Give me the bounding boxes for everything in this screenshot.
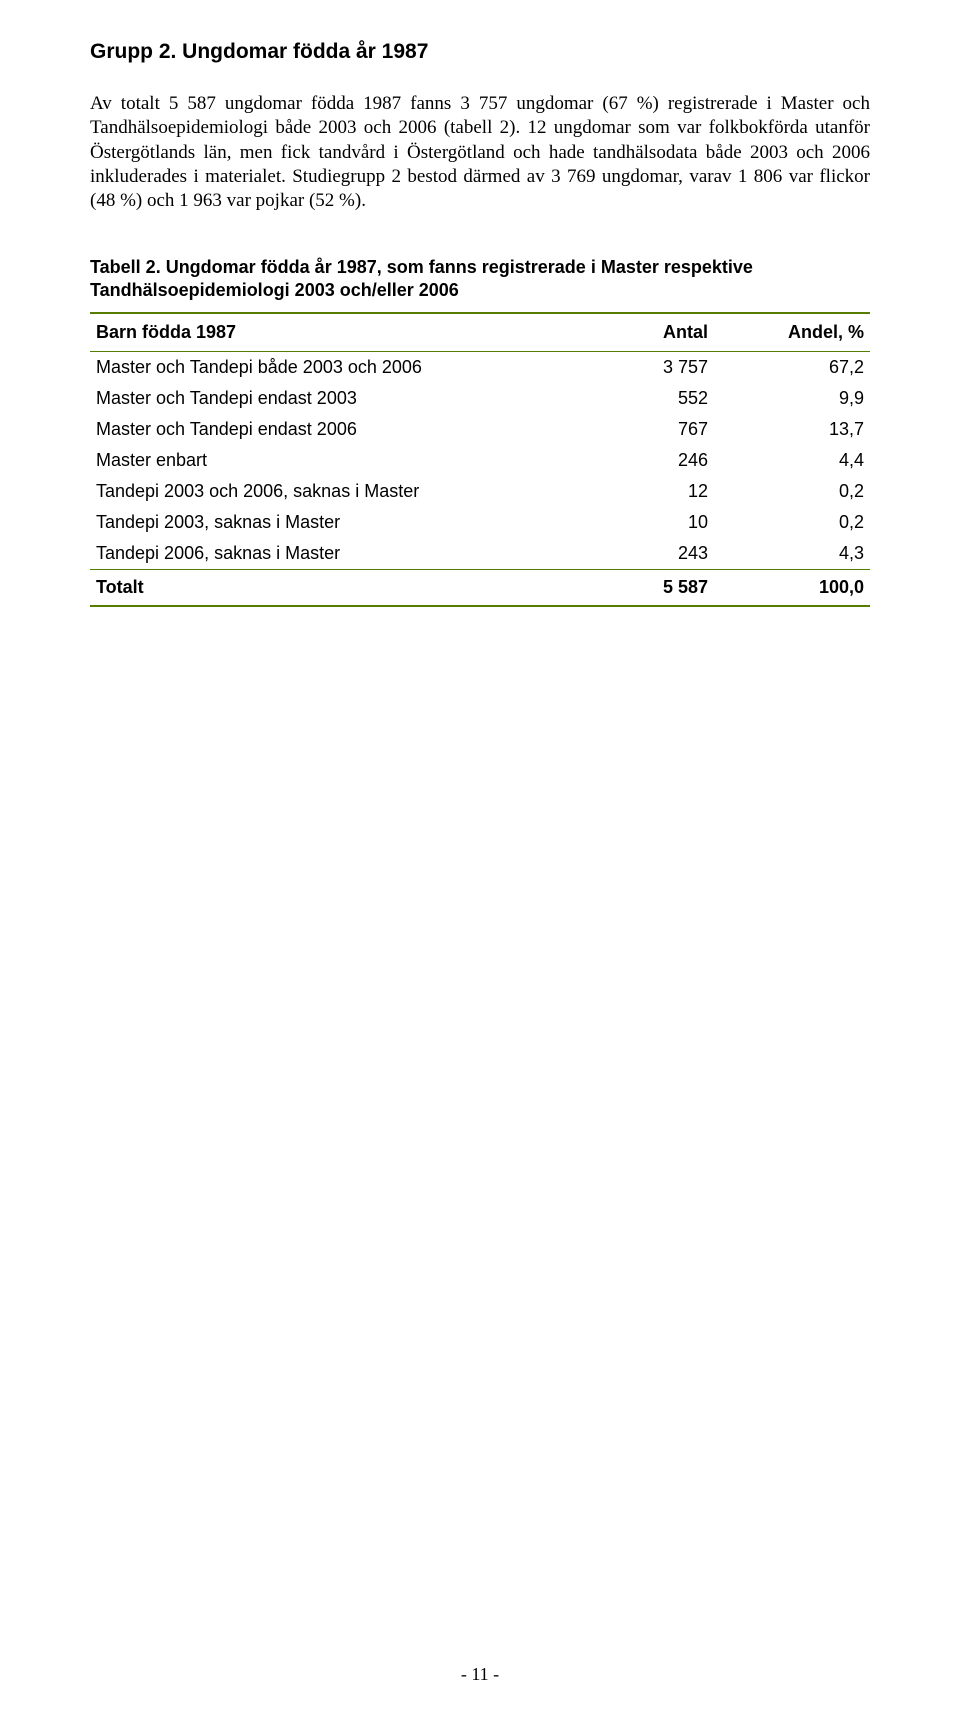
- table-cell-label: Master enbart: [90, 445, 574, 476]
- table-cell-andel: 0,2: [714, 476, 870, 507]
- page-number: - 11 -: [0, 1664, 960, 1685]
- table-row: Tandepi 2006, saknas i Master 243 4,3: [90, 538, 870, 570]
- table-col-andel: Andel, %: [714, 313, 870, 352]
- table-col-antal: Antal: [574, 313, 714, 352]
- table-cell-antal: 243: [574, 538, 714, 570]
- table-caption: Tabell 2. Ungdomar födda år 1987, som fa…: [90, 256, 870, 303]
- table-cell-antal: 12: [574, 476, 714, 507]
- table-cell-label: Master och Tandepi både 2003 och 2006: [90, 352, 574, 384]
- table-cell-antal: 767: [574, 414, 714, 445]
- table-cell-antal: 3 757: [574, 352, 714, 384]
- table-row: Master och Tandepi endast 2006 767 13,7: [90, 414, 870, 445]
- table-cell-label: Tandepi 2003, saknas i Master: [90, 507, 574, 538]
- table-total-andel: 100,0: [714, 570, 870, 607]
- table-cell-label: Tandepi 2003 och 2006, saknas i Master: [90, 476, 574, 507]
- table-cell-andel: 4,3: [714, 538, 870, 570]
- data-table: Barn födda 1987 Antal Andel, % Master oc…: [90, 312, 870, 607]
- table-header-row: Barn födda 1987 Antal Andel, %: [90, 313, 870, 352]
- table-row: Tandepi 2003 och 2006, saknas i Master 1…: [90, 476, 870, 507]
- table-cell-label: Tandepi 2006, saknas i Master: [90, 538, 574, 570]
- table-cell-andel: 0,2: [714, 507, 870, 538]
- table-row: Master och Tandepi endast 2003 552 9,9: [90, 383, 870, 414]
- table-cell-label: Master och Tandepi endast 2006: [90, 414, 574, 445]
- table-cell-antal: 10: [574, 507, 714, 538]
- table-col-label: Barn födda 1987: [90, 313, 574, 352]
- table-cell-andel: 4,4: [714, 445, 870, 476]
- table-cell-andel: 9,9: [714, 383, 870, 414]
- table-row: Master enbart 246 4,4: [90, 445, 870, 476]
- table-total-label: Totalt: [90, 570, 574, 607]
- table-total-row: Totalt 5 587 100,0: [90, 570, 870, 607]
- table-cell-antal: 552: [574, 383, 714, 414]
- table-total-antal: 5 587: [574, 570, 714, 607]
- table-row: Master och Tandepi både 2003 och 2006 3 …: [90, 352, 870, 384]
- table-cell-antal: 246: [574, 445, 714, 476]
- table-cell-label: Master och Tandepi endast 2003: [90, 383, 574, 414]
- table-row: Tandepi 2003, saknas i Master 10 0,2: [90, 507, 870, 538]
- table-cell-andel: 67,2: [714, 352, 870, 384]
- table-cell-andel: 13,7: [714, 414, 870, 445]
- section-paragraph: Av totalt 5 587 ungdomar födda 1987 fann…: [90, 92, 870, 214]
- section-heading: Grupp 2. Ungdomar födda år 1987: [90, 40, 870, 64]
- page: Grupp 2. Ungdomar födda år 1987 Av total…: [0, 0, 960, 1725]
